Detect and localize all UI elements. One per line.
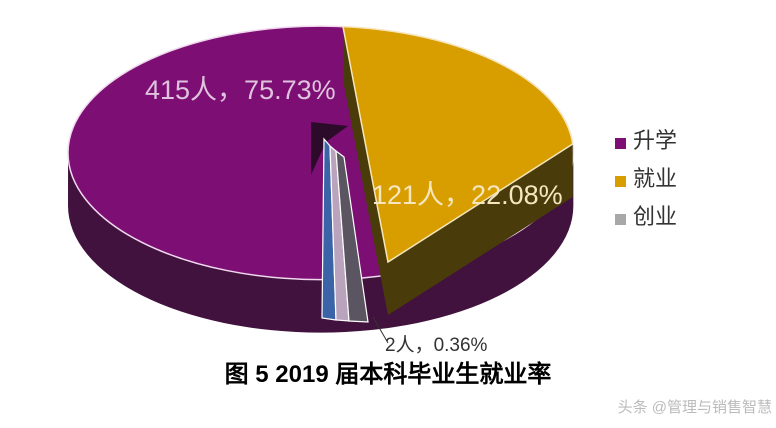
svg-text:就业: 就业 xyxy=(633,166,677,191)
svg-text:创业: 创业 xyxy=(633,204,677,229)
svg-text:头条 @管理与销售智慧: 头条 @管理与销售智慧 xyxy=(618,398,772,416)
svg-text:2人，0.36%: 2人，0.36% xyxy=(385,334,488,356)
svg-text:图 5 2019 届本科毕业生就业率: 图 5 2019 届本科毕业生就业率 xyxy=(225,360,552,388)
svg-text:415人，75.73%: 415人，75.73% xyxy=(145,75,336,105)
svg-text:121人，22.08%: 121人，22.08% xyxy=(372,180,563,210)
svg-text:升学: 升学 xyxy=(633,128,677,153)
